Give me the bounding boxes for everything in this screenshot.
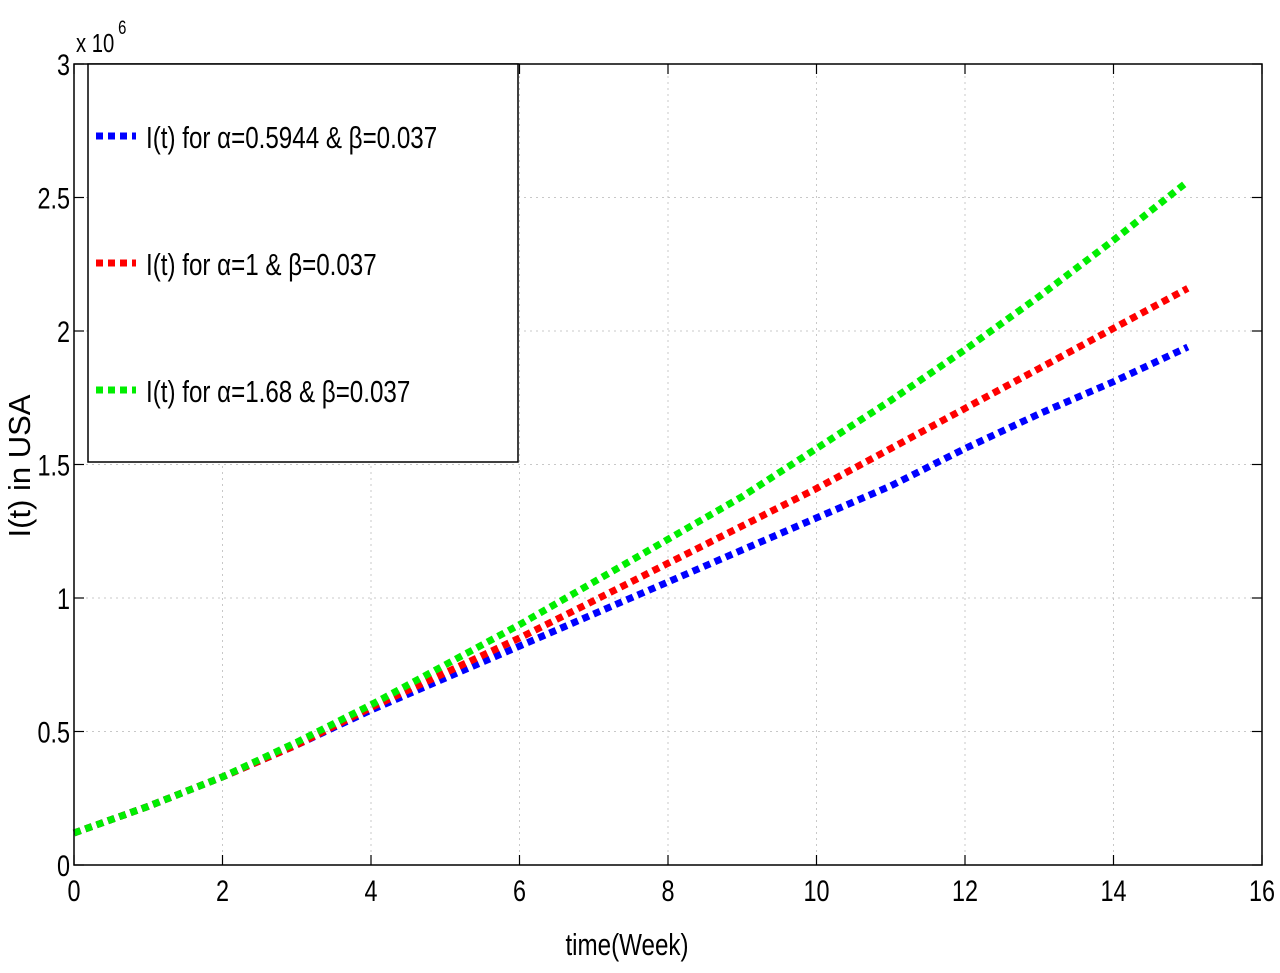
series-lines (72, 178, 1190, 837)
series-line-3 (72, 178, 1190, 837)
y-axis-exponent: x 10 6 (76, 17, 126, 57)
y-exponent-base: x 10 (76, 29, 114, 58)
x-tick-label: 12 (952, 874, 978, 907)
x-tick-label: 16 (1249, 874, 1275, 907)
y-axis-label: I(t) in USA (2, 394, 37, 537)
x-axis-label: time(Week) (565, 927, 688, 962)
legend-label-1: I(t) for α=0.5944 & β=0.037 (146, 120, 437, 155)
y-tick-label: 0.5 (37, 716, 70, 749)
y-tick-label: 2.5 (37, 182, 70, 215)
y-tick-label: 0 (57, 849, 70, 882)
series-line-1 (72, 343, 1190, 837)
axis-ticks: 0 2 4 6 8 10 12 14 16 0 0.5 1 1.5 2 2.5 3 (37, 48, 1275, 907)
y-tick-label: 2 (57, 315, 70, 348)
y-tick-label: 1 (57, 582, 70, 615)
x-tick-label: 0 (67, 874, 80, 907)
legend-box (87, 63, 519, 463)
legend-label-3: I(t) for α=1.68 & β=0.037 (146, 374, 410, 409)
legend: I(t) for α=0.5944 & β=0.037 I(t) for α=1 … (87, 63, 519, 463)
x-tick-label: 8 (661, 874, 674, 907)
x-tick-label: 4 (364, 874, 377, 907)
x-tick-label: 10 (803, 874, 829, 907)
y-tick-label: 1.5 (37, 449, 70, 482)
y-exponent-power: 6 (118, 17, 126, 38)
legend-label-2: I(t) for α=1 & β=0.037 (146, 247, 377, 282)
x-tick-label: 6 (513, 874, 526, 907)
x-tick-label: 2 (216, 874, 229, 907)
grid-lines (74, 64, 1262, 865)
y-tick-label: 3 (57, 48, 70, 81)
x-tick-label: 14 (1100, 874, 1126, 907)
